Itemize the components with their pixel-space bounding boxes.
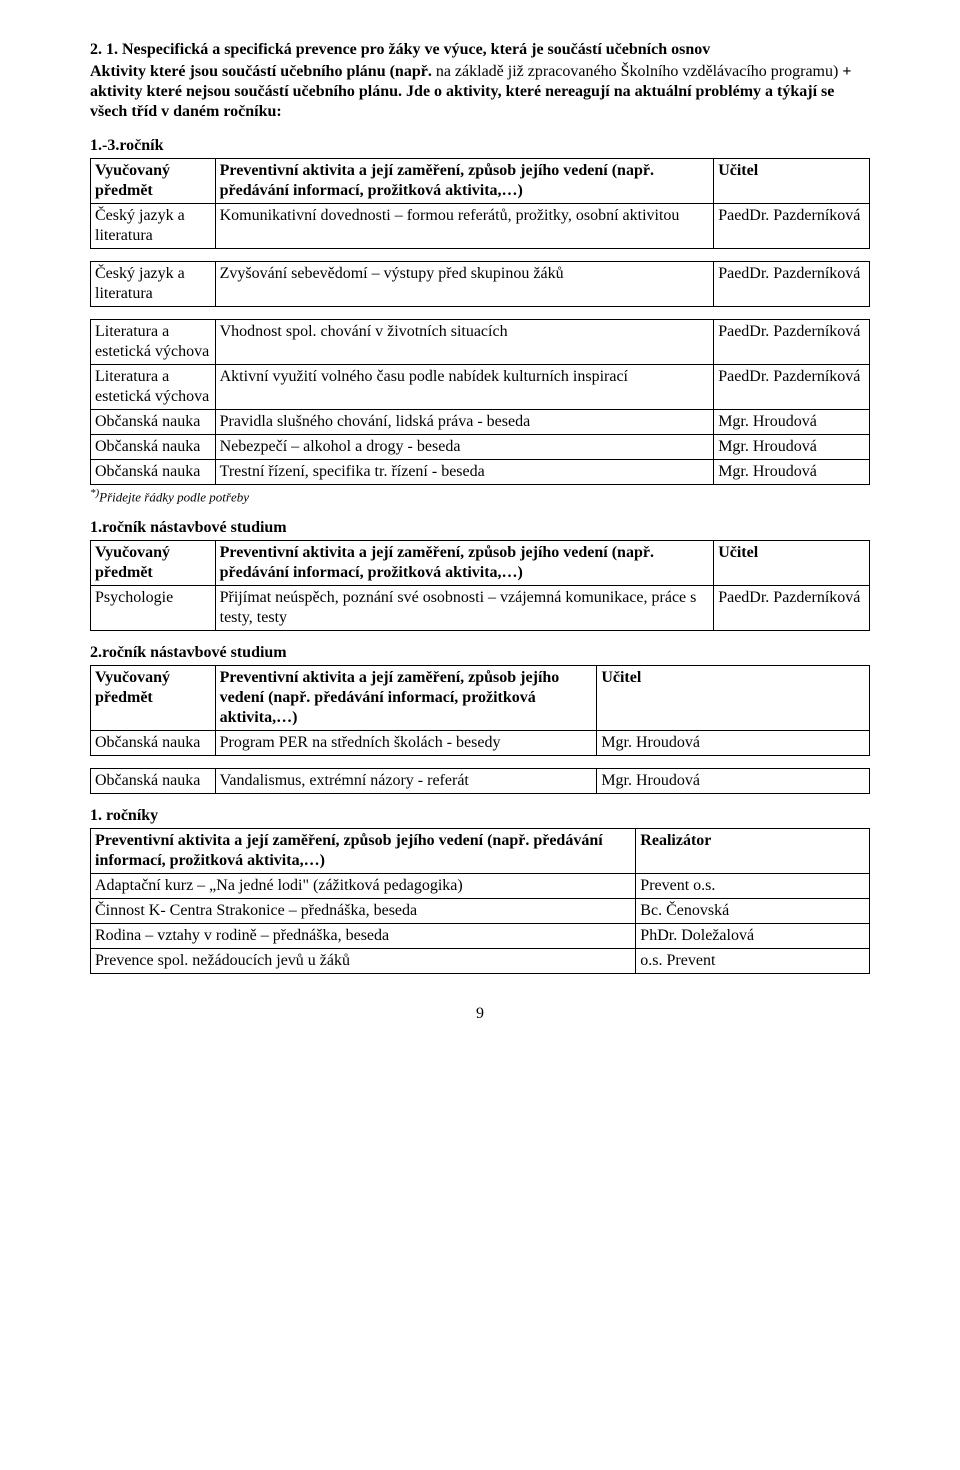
table-row: Občanská nauka Program PER na středních …	[91, 730, 870, 755]
cell-teacher: Bc. Čenovská	[636, 898, 870, 923]
section-b-title: 1.ročník nástavbové studium	[90, 518, 870, 538]
cell-teacher: PaedDr. Pazderníková	[714, 585, 870, 630]
col-activity-header: Preventivní aktivita a její zaměření, zp…	[215, 665, 597, 730]
col-realizer-header: Realizátor	[636, 828, 870, 873]
cell-teacher: PhDr. Doležalová	[636, 923, 870, 948]
cell-activity: Komunikativní dovednosti – formou referá…	[215, 204, 714, 249]
col-subject-header: Vyučovaný předmět	[91, 665, 216, 730]
section-c-title: 2.ročník nástavbové studium	[90, 643, 870, 663]
table-section-a1: Vyučovaný předmět Preventivní aktivita a…	[90, 158, 870, 249]
cell-activity: Pravidla slušného chování, lidská práva …	[215, 410, 714, 435]
cell-teacher: Mgr. Hroudová	[597, 730, 870, 755]
cell-teacher: PaedDr. Pazderníková	[714, 204, 870, 249]
cell-teacher: PaedDr. Pazderníková	[714, 262, 870, 307]
table-row: Rodina – vztahy v rodině – přednáška, be…	[91, 923, 870, 948]
cell-subject: Občanská nauka	[91, 410, 216, 435]
cell-subject: Občanská nauka	[91, 730, 216, 755]
table-row: Občanská nauka Pravidla slušného chování…	[91, 410, 870, 435]
cell-activity: Rodina – vztahy v rodině – přednáška, be…	[91, 923, 636, 948]
cell-subject: Český jazyk a literatura	[91, 204, 216, 249]
cell-teacher: PaedDr. Pazderníková	[714, 365, 870, 410]
cell-activity: Vhodnost spol. chování v životních situa…	[215, 320, 714, 365]
table-row: Občanská nauka Trestní řízení, specifika…	[91, 460, 870, 485]
col-activity-header: Preventivní aktivita a její zaměření, zp…	[215, 159, 714, 204]
heading-line2: Aktivity které jsou součástí učebního pl…	[90, 62, 870, 122]
col-teacher-header: Učitel	[714, 540, 870, 585]
table-section-c2: Občanská nauka Vandalismus, extrémní náz…	[90, 768, 870, 794]
col-subject-header: Vyučovaný předmět	[91, 540, 216, 585]
table-row: Český jazyk a literatura Komunikativní d…	[91, 204, 870, 249]
cell-teacher: PaedDr. Pazderníková	[714, 320, 870, 365]
table-row: Adaptační kurz – „Na jedné lodi" (zážitk…	[91, 873, 870, 898]
col-teacher-header: Učitel	[597, 665, 870, 730]
table-row: Občanská nauka Nebezpečí – alkohol a dro…	[91, 435, 870, 460]
cell-teacher: Mgr. Hroudová	[597, 768, 870, 793]
col-activity-header: Preventivní aktivita a její zaměření, zp…	[215, 540, 714, 585]
cell-activity: Prevence spol. nežádoucích jevů u žáků	[91, 948, 636, 973]
cell-activity: Program PER na středních školách - besed…	[215, 730, 597, 755]
table-row: Činnost K- Centra Strakonice – přednáška…	[91, 898, 870, 923]
cell-activity: Vandalismus, extrémní názory - referát	[215, 768, 597, 793]
cell-activity: Aktivní využití volného času podle nabíd…	[215, 365, 714, 410]
table-row: Psychologie Přijímat neúspěch, poznání s…	[91, 585, 870, 630]
cell-subject: Český jazyk a literatura	[91, 262, 216, 307]
table-section-a3: Literatura a estetická výchova Vhodnost …	[90, 319, 870, 485]
cell-teacher: Mgr. Hroudová	[714, 460, 870, 485]
section-a-title: 1.-3.ročník	[90, 136, 870, 156]
table-section-a2: Český jazyk a literatura Zvyšování sebev…	[90, 261, 870, 307]
table-row: Prevence spol. nežádoucích jevů u žáků o…	[91, 948, 870, 973]
table-row: Vyučovaný předmět Preventivní aktivita a…	[91, 159, 870, 204]
col-teacher-header: Učitel	[714, 159, 870, 204]
cell-teacher: o.s. Prevent	[636, 948, 870, 973]
col-activity-header: Preventivní aktivita a její zaměření, zp…	[91, 828, 636, 873]
table-row: Literatura a estetická výchova Vhodnost …	[91, 320, 870, 365]
page-number: 9	[90, 1004, 870, 1024]
cell-subject: Literatura a estetická výchova	[91, 365, 216, 410]
table-row: Občanská nauka Vandalismus, extrémní náz…	[91, 768, 870, 793]
cell-activity: Adaptační kurz – „Na jedné lodi" (zážitk…	[91, 873, 636, 898]
table-row: Vyučovaný předmět Preventivní aktivita a…	[91, 665, 870, 730]
table-row: Literatura a estetická výchova Aktivní v…	[91, 365, 870, 410]
cell-subject: Občanská nauka	[91, 460, 216, 485]
table-section-b: Vyučovaný předmět Preventivní aktivita a…	[90, 540, 870, 631]
cell-activity: Trestní řízení, specifika tr. řízení - b…	[215, 460, 714, 485]
table-section-c1: Vyučovaný předmět Preventivní aktivita a…	[90, 665, 870, 756]
cell-subject: Občanská nauka	[91, 768, 216, 793]
heading-line1: 2. 1. Nespecifická a specifická prevence…	[90, 41, 710, 58]
intro-paragraph: 2. 1. Nespecifická a specifická prevence…	[90, 40, 870, 122]
cell-teacher: Mgr. Hroudová	[714, 410, 870, 435]
cell-activity: Zvyšování sebevědomí – výstupy před skup…	[215, 262, 714, 307]
cell-subject: Literatura a estetická výchova	[91, 320, 216, 365]
cell-activity: Nebezpečí – alkohol a drogy - beseda	[215, 435, 714, 460]
cell-subject: Psychologie	[91, 585, 216, 630]
cell-subject: Občanská nauka	[91, 435, 216, 460]
section-d-title: 1. ročníky	[90, 806, 870, 826]
table-row: Vyučovaný předmět Preventivní aktivita a…	[91, 540, 870, 585]
cell-teacher: Mgr. Hroudová	[714, 435, 870, 460]
col-subject-header: Vyučovaný předmět	[91, 159, 216, 204]
cell-activity: Přijímat neúspěch, poznání své osobnosti…	[215, 585, 714, 630]
cell-teacher: Prevent o.s.	[636, 873, 870, 898]
footnote: *)Přidejte řádky podle potřeby	[90, 487, 870, 506]
table-row: Preventivní aktivita a její zaměření, zp…	[91, 828, 870, 873]
cell-activity: Činnost K- Centra Strakonice – přednáška…	[91, 898, 636, 923]
table-section-d: Preventivní aktivita a její zaměření, zp…	[90, 828, 870, 974]
table-row: Český jazyk a literatura Zvyšování sebev…	[91, 262, 870, 307]
